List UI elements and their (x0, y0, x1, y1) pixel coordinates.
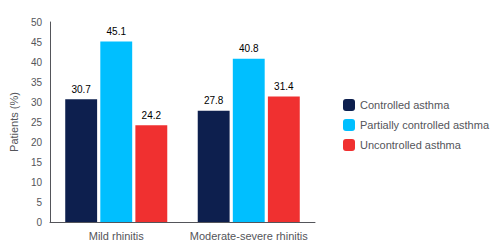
svg-text:15: 15 (31, 157, 43, 168)
svg-text:0: 0 (36, 217, 42, 228)
svg-text:Partially controlled asthma: Partially controlled asthma (360, 119, 490, 131)
svg-text:30.7: 30.7 (71, 84, 91, 95)
svg-text:Patients (%): Patients (%) (8, 92, 20, 152)
svg-text:27.8: 27.8 (204, 95, 224, 106)
svg-text:45.1: 45.1 (107, 26, 127, 37)
svg-text:10: 10 (31, 177, 43, 188)
svg-text:40.8: 40.8 (239, 43, 259, 54)
svg-text:25: 25 (31, 117, 43, 128)
svg-text:Mild rhinitis: Mild rhinitis (89, 230, 145, 242)
svg-text:30: 30 (31, 97, 43, 108)
svg-text:Uncontrolled asthma: Uncontrolled asthma (360, 139, 462, 151)
svg-text:20: 20 (31, 137, 43, 148)
svg-text:Moderate-severe rhinitis: Moderate-severe rhinitis (190, 230, 308, 242)
svg-text:35: 35 (31, 77, 43, 88)
svg-text:40: 40 (31, 57, 43, 68)
svg-text:24.2: 24.2 (142, 110, 162, 121)
svg-text:31.4: 31.4 (274, 81, 294, 92)
svg-text:50: 50 (31, 17, 43, 28)
svg-text:Controlled asthma: Controlled asthma (360, 99, 450, 111)
svg-text:5: 5 (36, 197, 42, 208)
svg-text:45: 45 (31, 37, 43, 48)
